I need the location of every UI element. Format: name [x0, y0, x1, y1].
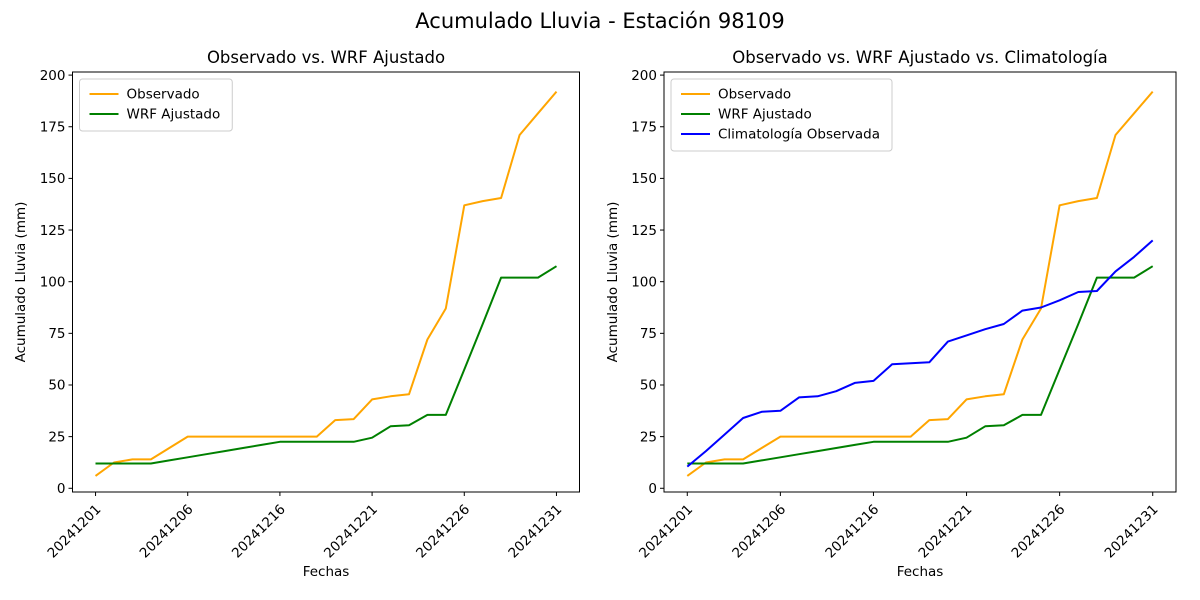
y-tick-label: 25	[48, 429, 65, 445]
subplot-1: 0 25 50 75 100 125 150 175 200 20241201 20241206 20…	[631, 68, 1177, 562]
x-tick-label: 20241221	[321, 502, 381, 562]
subplot-0-title: Observado vs. WRF Ajustado	[206, 48, 446, 67]
x-tick-label: 20241226	[1009, 502, 1069, 562]
x-tick-label: 20241206	[137, 502, 197, 562]
plot-area	[72, 71, 580, 493]
x-tick-label: 20241226	[413, 502, 473, 562]
x-tick-label: 20241206	[729, 502, 789, 562]
legend-label: Observado	[127, 87, 200, 103]
legend-label: WRF Ajustado	[127, 107, 221, 123]
series-line-observado	[94, 90, 558, 477]
legend-item: Climatología Observada	[681, 127, 880, 143]
y-tick-label: 200	[631, 68, 657, 84]
x-tick-label: 20241201	[44, 502, 104, 562]
y-tick-label: 25	[640, 429, 657, 445]
subplot-0: 0 25 50 75 100 125 150 175 200 20241201 20241206 20…	[40, 68, 580, 562]
legend-item: WRF Ajustado	[681, 107, 812, 123]
y-tick-label: 0	[57, 481, 66, 497]
x-tick-label: 20241231	[505, 502, 565, 562]
y-tick-label: 150	[40, 171, 66, 187]
y-tick-label: 0	[648, 481, 657, 497]
legend-item: Observado	[89, 87, 200, 103]
x-tick-label: 20241216	[229, 502, 289, 562]
series-line-wrf-ajustado	[95, 265, 558, 465]
subplot-0-xlabel: Fechas	[302, 564, 350, 580]
legend-item: Observado	[681, 87, 791, 103]
y-tick-label: 100	[40, 274, 66, 290]
x-tick-label: 20241216	[822, 502, 882, 562]
legend-label: Climatología Observada	[718, 127, 880, 143]
y-tick-label: 175	[40, 119, 66, 135]
y-tick-label: 75	[640, 326, 657, 342]
y-tick-label: 125	[631, 223, 657, 239]
legend-label: WRF Ajustado	[718, 107, 812, 123]
legend: Observado WRF Ajustado	[79, 78, 233, 132]
figure-suptitle: Acumulado Lluvia - Estación 98109	[415, 9, 785, 33]
subplot-0-ylabel: Acumulado Lluvia (mm)	[13, 201, 29, 363]
series-line-climatolog-a-observada	[686, 239, 1154, 468]
x-tick-label: 20241221	[915, 502, 975, 562]
legend-label: Observado	[718, 87, 791, 103]
y-tick-label: 100	[631, 274, 657, 290]
y-tick-label: 75	[48, 326, 65, 342]
y-tick-label: 50	[48, 378, 65, 394]
y-tick-label: 175	[631, 119, 657, 135]
legend: Observado WRF Ajustado Climatología Observ…	[670, 78, 893, 152]
y-tick-label: 200	[40, 68, 66, 84]
series-line-wrf-ajustado	[687, 265, 1154, 465]
series-line-observado	[686, 90, 1154, 477]
legend-item: WRF Ajustado	[89, 107, 221, 123]
y-tick-label: 150	[631, 171, 657, 187]
subplot-1-xlabel: Fechas	[896, 564, 944, 580]
legend-box	[670, 78, 893, 152]
legend-box	[79, 78, 233, 132]
subplot-1-ylabel: Acumulado Lluvia (mm)	[605, 201, 621, 363]
x-tick-label: 20241231	[1102, 502, 1162, 562]
y-tick-label: 125	[40, 223, 66, 239]
y-tick-label: 50	[640, 378, 657, 394]
subplot-1-title: Observado vs. WRF Ajustado vs. Climatolo…	[732, 48, 1108, 67]
x-tick-label: 20241201	[636, 502, 696, 562]
